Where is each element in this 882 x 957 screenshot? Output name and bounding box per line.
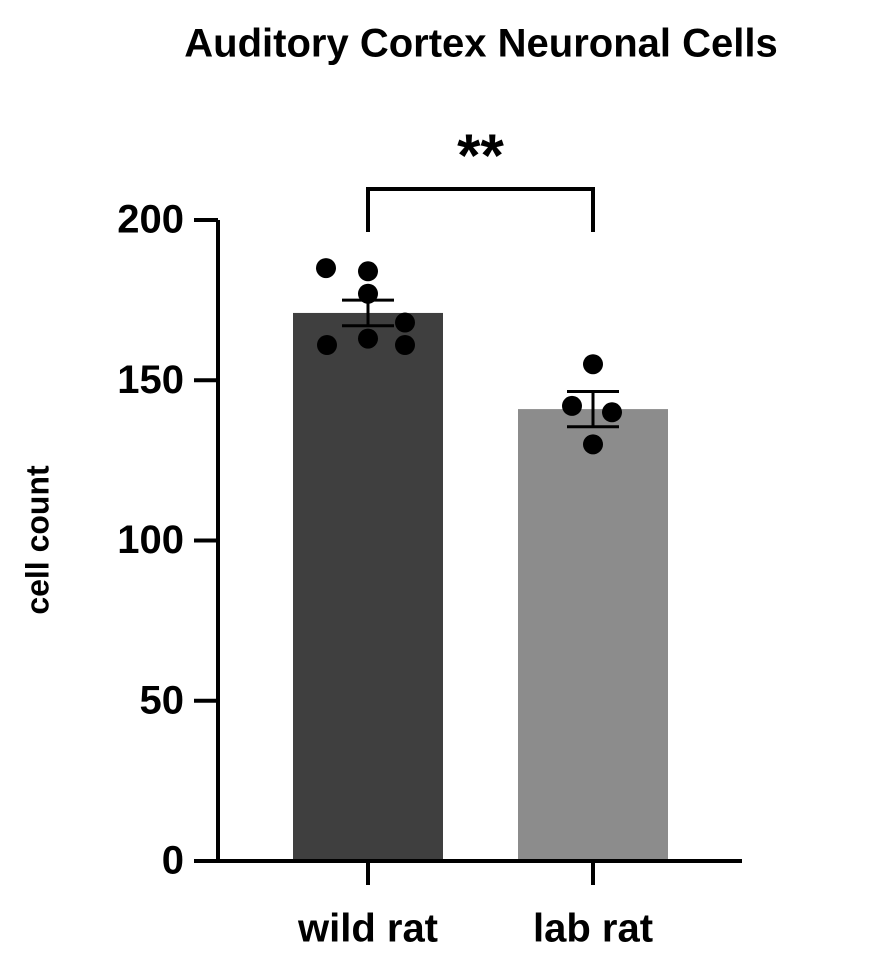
data-point [358, 261, 378, 282]
data-point [602, 402, 622, 423]
y-tick-label: 150 [117, 358, 184, 402]
data-point [583, 434, 603, 455]
y-tick-label: 0 [162, 839, 184, 883]
y-tick-label: 200 [117, 198, 184, 242]
data-point [358, 283, 378, 304]
x-tick-label: lab rat [533, 907, 653, 951]
bar [293, 312, 443, 861]
chart-title: Auditory Cortex Neuronal Cells [184, 22, 777, 66]
data-point [395, 312, 415, 333]
x-tick-label: wild rat [297, 907, 438, 951]
data-point [317, 334, 337, 355]
significance-label: ** [457, 122, 504, 189]
y-axis-label: cell count [19, 465, 55, 615]
data-point [358, 328, 378, 349]
data-point [562, 395, 582, 416]
y-tick-label: 50 [140, 678, 185, 722]
error-bar [567, 389, 619, 429]
bar [518, 409, 668, 861]
significance-bracket [366, 187, 595, 232]
data-point [583, 354, 603, 375]
y-tick-label: 100 [117, 518, 184, 562]
data-point [395, 334, 415, 355]
data-point [316, 258, 336, 279]
